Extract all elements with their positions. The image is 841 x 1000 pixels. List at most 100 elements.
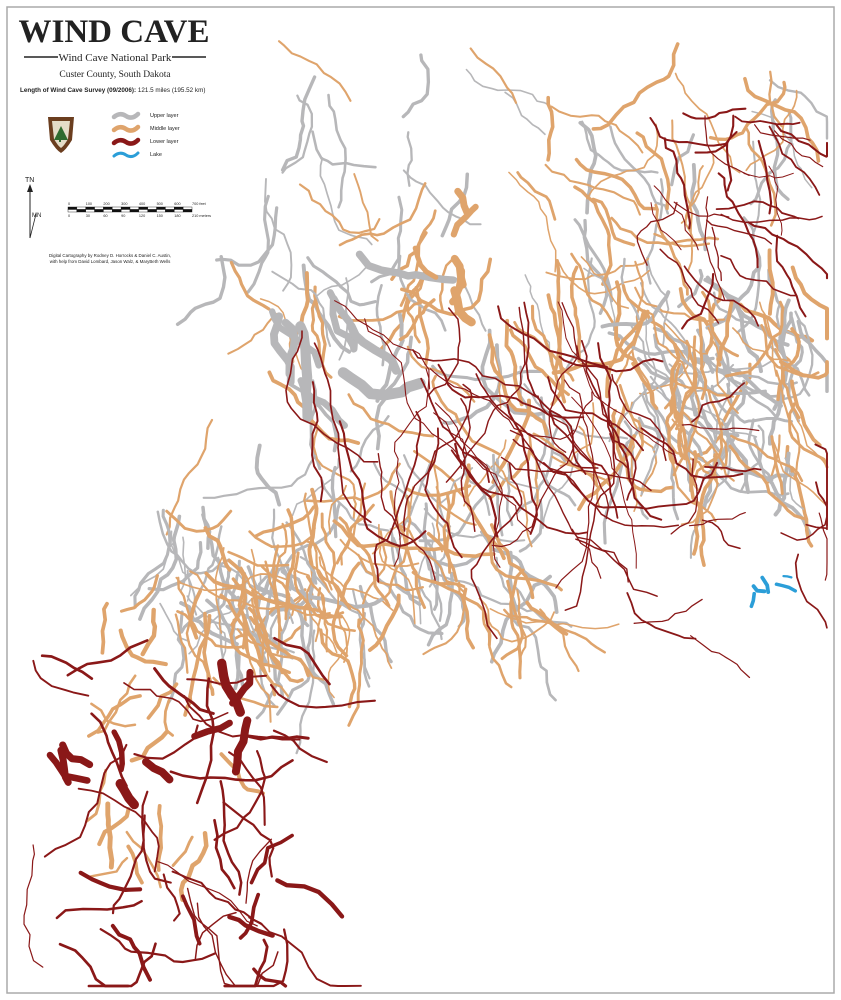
passage [358, 530, 388, 625]
true-north: TN [25, 177, 34, 184]
passage [591, 42, 680, 131]
passage [334, 300, 431, 390]
passage [712, 457, 790, 497]
passage [751, 584, 767, 594]
passage [713, 370, 731, 457]
passage [238, 892, 261, 940]
passage [183, 695, 301, 741]
scale-segment [94, 206, 104, 210]
passage [85, 768, 108, 823]
passage [412, 245, 439, 280]
legend-label: Upper layer [150, 113, 179, 119]
passage [481, 609, 513, 689]
passage [174, 613, 189, 674]
passage [478, 597, 555, 643]
scale-segment [165, 206, 175, 210]
passage [747, 221, 829, 280]
passage [423, 507, 526, 543]
scale-segment [76, 206, 86, 210]
passage [672, 414, 701, 477]
passage [720, 255, 798, 297]
passage [564, 433, 616, 611]
passage [373, 410, 422, 583]
passage [626, 592, 697, 640]
passage [153, 667, 215, 715]
passage [680, 425, 699, 491]
passage [227, 550, 290, 567]
legend-swatch [112, 151, 140, 159]
passage [752, 140, 762, 233]
passage [774, 123, 828, 158]
passage [757, 139, 773, 215]
passage [157, 861, 258, 927]
scale-segment [182, 206, 193, 210]
passage [32, 659, 90, 697]
passage [640, 393, 660, 496]
passage [552, 259, 563, 376]
passage [188, 589, 202, 640]
passage [772, 298, 791, 411]
passage [305, 540, 333, 591]
passage [275, 878, 345, 919]
passage [326, 289, 358, 351]
passage [578, 120, 598, 215]
scale-label: 700 feet [192, 202, 207, 206]
passage [338, 420, 427, 548]
passage [229, 260, 271, 311]
passage [704, 466, 762, 473]
passage [774, 582, 797, 593]
passage [653, 333, 687, 389]
passage [558, 355, 664, 373]
passage [55, 899, 143, 920]
passage [424, 427, 463, 559]
passage [246, 194, 270, 294]
passage [178, 830, 209, 902]
passage [401, 53, 431, 119]
passage [264, 177, 293, 292]
passage [518, 498, 544, 553]
passage [464, 463, 506, 561]
passage [573, 185, 613, 286]
scale-segment [85, 206, 95, 210]
passage [475, 373, 599, 469]
passage [87, 694, 142, 738]
passage [574, 157, 658, 211]
passage [754, 124, 811, 141]
passage [580, 120, 659, 174]
passage [198, 525, 223, 593]
passage [213, 818, 236, 890]
passage [248, 526, 316, 548]
passage [422, 502, 431, 571]
passage [227, 914, 275, 938]
passage [669, 342, 684, 458]
passage [505, 462, 514, 527]
passage [470, 462, 523, 640]
passage [721, 344, 785, 398]
passage [240, 566, 331, 616]
passage [542, 461, 719, 510]
passage [689, 449, 732, 559]
passage [43, 743, 128, 858]
passage [571, 528, 602, 579]
passage [497, 305, 609, 369]
passage [691, 382, 746, 423]
passage [480, 328, 545, 417]
passage [508, 171, 557, 273]
passage [204, 571, 254, 597]
passage [140, 607, 158, 657]
passage [133, 508, 172, 609]
passage [429, 368, 574, 440]
passage [340, 599, 393, 669]
scale-label: 180 [174, 214, 180, 218]
passage [378, 523, 416, 625]
passage [639, 282, 689, 352]
credits: Digital Cartography by Rodney D. Horrock… [49, 253, 171, 258]
passage [255, 593, 290, 720]
passage [445, 306, 526, 483]
passage [57, 746, 72, 786]
passage [219, 780, 243, 896]
scale-segment [67, 209, 78, 213]
passage [758, 301, 778, 377]
passage [338, 182, 427, 247]
passage [614, 280, 641, 371]
